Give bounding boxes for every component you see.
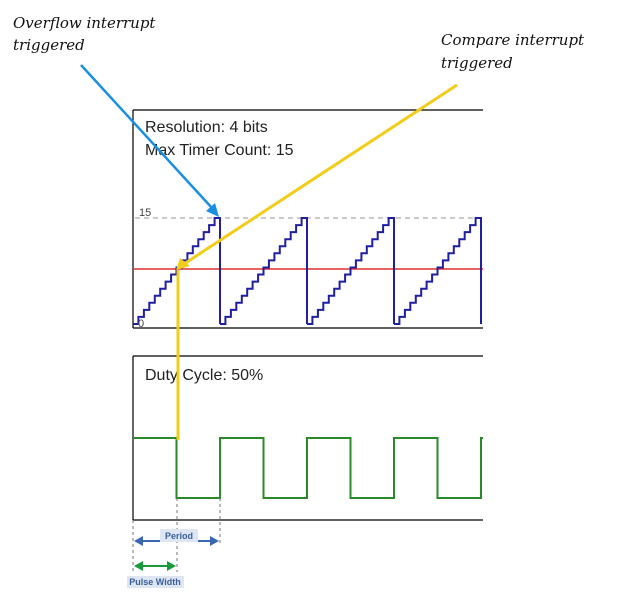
period-badge [160,529,198,542]
overflow-interrupt-arrow [80,64,213,209]
pulse-width-label: Pulse Width [129,577,180,587]
pulse-width-arrow-left-head [134,561,143,571]
compare-interrupt-arrow [183,83,458,266]
compare-label-line2: triggered [441,54,513,72]
resolution-text: Resolution: 4 bits [145,119,268,136]
pwm-panel: Duty Cycle: 50% [132,355,483,521]
counter-staircase-period-4 [394,217,482,325]
overflow-label-line2: triggered [13,36,85,54]
max-count-tick-label: 15 [139,207,151,219]
counter-staircase-period-3 [307,217,395,325]
counter-staircase-period-2 [220,217,308,325]
counter-panel: Resolution: 4 bits Max Timer Count: 15 1… [132,109,483,330]
counter-staircases [133,217,482,325]
dimension-guides: Period Pulse Width [127,498,221,588]
max-count-text: Max Timer Count: 15 [145,142,294,159]
overflow-interrupt-arrow-head [206,203,219,217]
period-label: Period [165,531,193,541]
zero-tick-label: 0 [138,318,144,330]
compare-interrupt-arrow-head [176,258,190,270]
period-arrow-left-head [134,536,143,546]
period-arrow-right-head [210,536,219,546]
overflow-label-line1: Overflow interrupt [13,14,156,32]
pwm-signal-wave [133,437,483,499]
counter-staircase-period-1 [133,217,221,325]
compare-label-line1: Compare interrupt [441,31,585,49]
pulse-width-badge [127,576,184,588]
pulse-width-arrow-right-head [167,561,176,571]
duty-cycle-text: Duty Cycle: 50% [145,367,263,384]
annotation-arrows [80,64,458,440]
